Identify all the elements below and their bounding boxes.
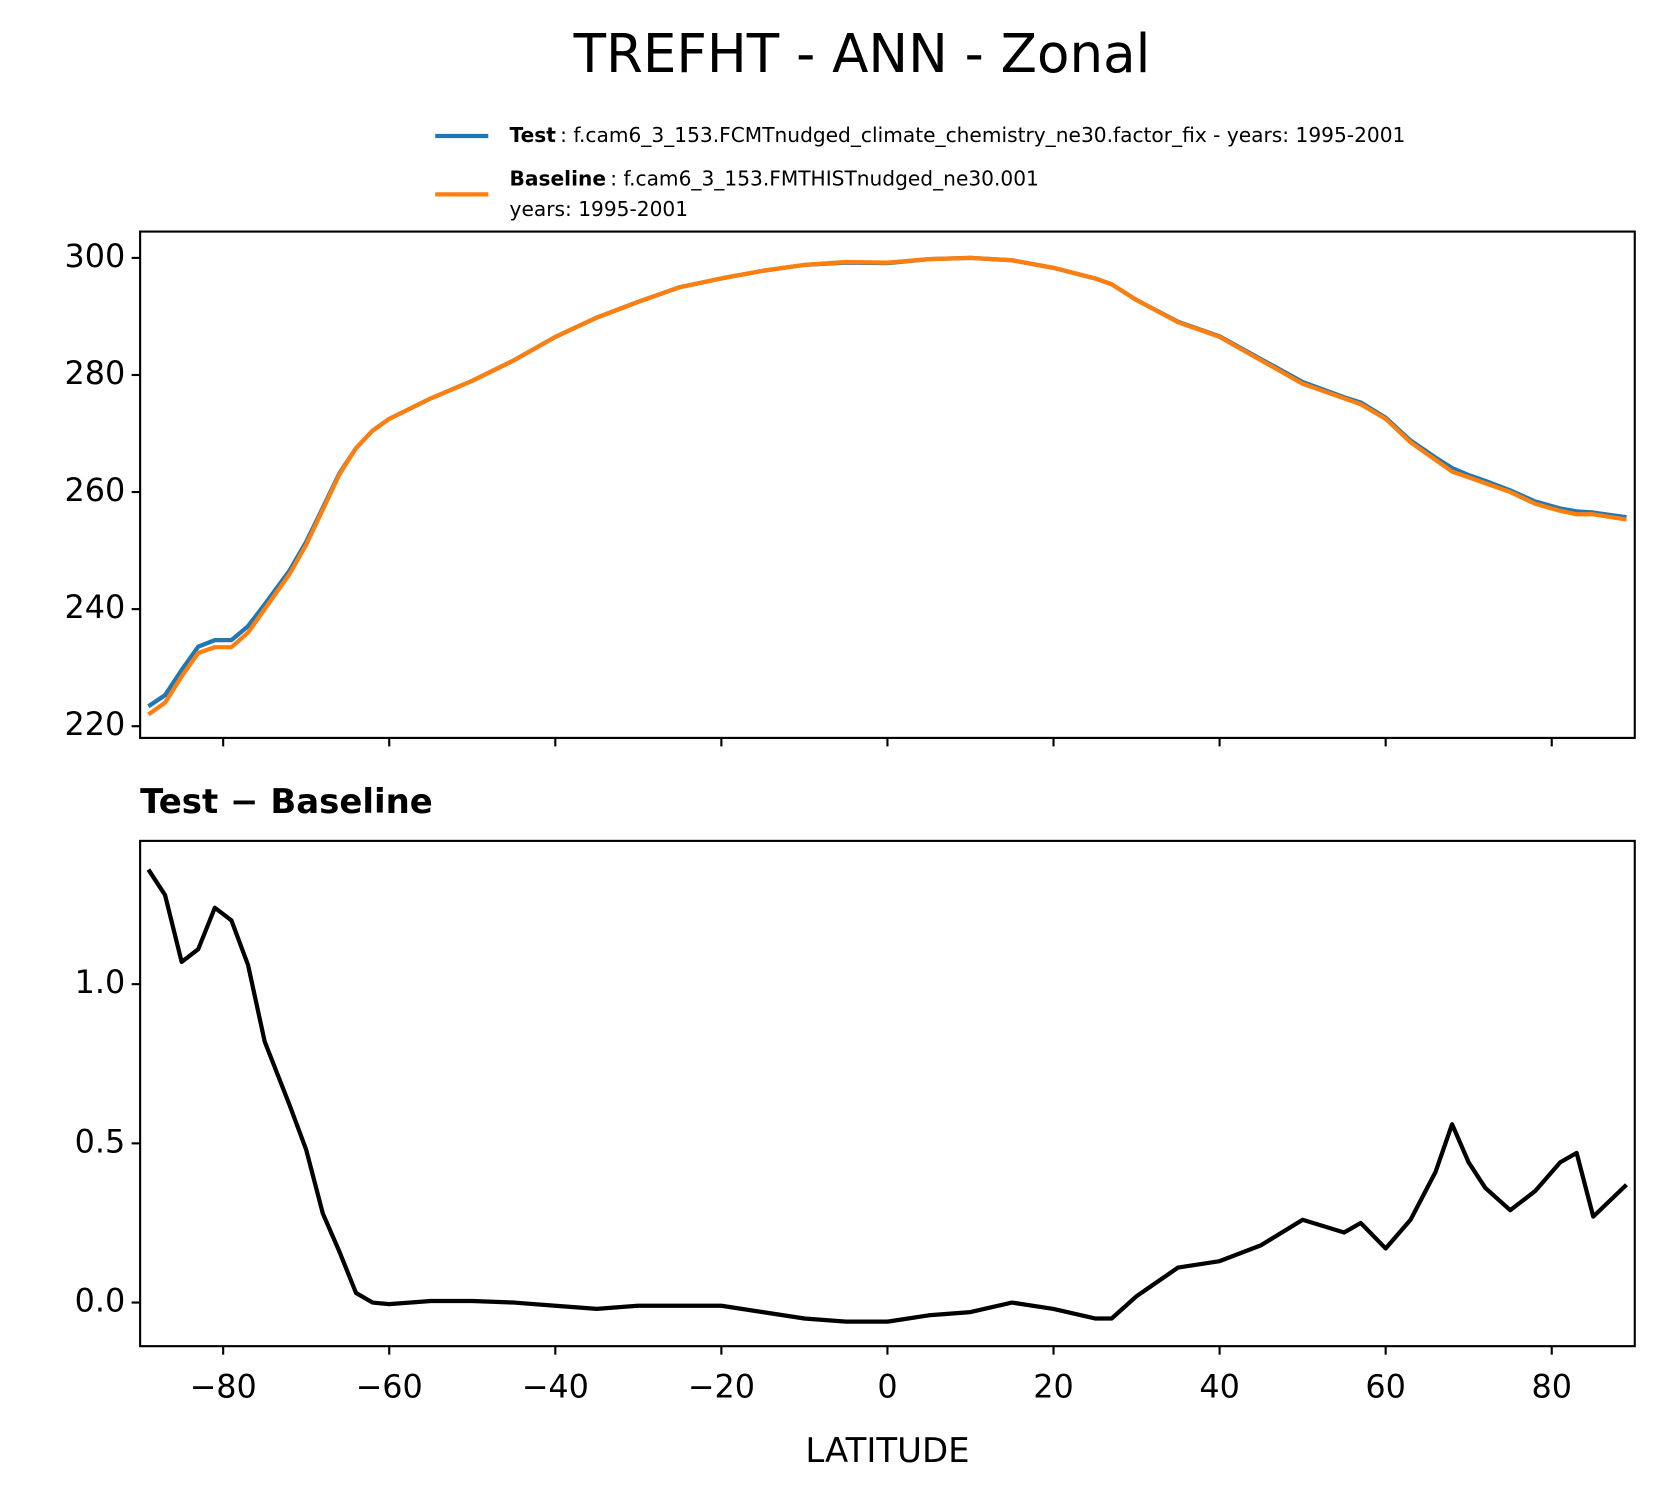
line xyxy=(147,255,1627,717)
line xyxy=(146,868,1628,1324)
x-tick-label: 20 xyxy=(1033,1368,1074,1406)
y-tick-label: 240 xyxy=(64,588,125,626)
plot-area xyxy=(146,868,1628,1324)
legend-label: : f.cam6_3_153.FCMTnudged_climate_chemis… xyxy=(560,123,1405,147)
y-tick-label: 260 xyxy=(64,471,125,509)
x-tick-label: 60 xyxy=(1365,1368,1406,1406)
legend-name: Test xyxy=(510,123,557,147)
legend-label: : f.cam6_3_153.FMTHISTnudged_ne30.001 xyxy=(610,166,1039,190)
x-tick-label: −40 xyxy=(522,1368,589,1406)
y-tick-label: 220 xyxy=(64,705,125,743)
x-tick-label: −80 xyxy=(190,1368,257,1406)
panel-title: Test − Baseline xyxy=(140,782,433,822)
figure-title: TREFHT - ANN - Zonal xyxy=(573,23,1151,85)
legend-entry: Test: f.cam6_3_153.FCMTnudged_climate_ch… xyxy=(510,123,1406,147)
x-tick-label: −20 xyxy=(688,1368,755,1406)
y-tick-label: 1.0 xyxy=(75,963,126,1001)
y-tick-label: 300 xyxy=(64,237,125,275)
axes-frame xyxy=(139,230,1636,739)
plot-area xyxy=(147,255,1627,717)
y-tick-label: 280 xyxy=(64,354,125,392)
x-tick-label: 0 xyxy=(877,1368,897,1406)
y-tick-label: 0.0 xyxy=(75,1282,126,1320)
x-tick-label: −60 xyxy=(356,1368,423,1406)
x-axis-label: LATITUDE xyxy=(805,1431,969,1471)
y-tick-label: 0.5 xyxy=(75,1122,126,1160)
legend-label-2: years: 1995-2001 xyxy=(510,197,689,221)
x-tick-label: 40 xyxy=(1199,1368,1240,1406)
x-tick-label: 80 xyxy=(1531,1368,1572,1406)
legend-name: Baseline xyxy=(510,166,606,190)
legend-entry: Baseline: f.cam6_3_153.FMTHISTnudged_ne3… xyxy=(510,166,1039,190)
axes-frame xyxy=(139,839,1636,1348)
